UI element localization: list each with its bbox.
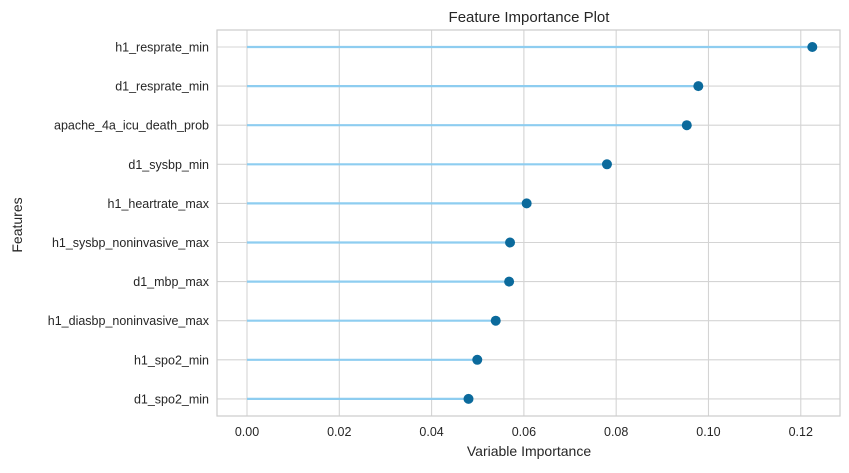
x-axis-title: Variable Importance	[467, 443, 591, 459]
importance-point	[807, 42, 818, 52]
y-tick-label: h1_spo2_min	[134, 353, 209, 367]
x-tick-label: 0.00	[235, 425, 259, 439]
markers-group	[463, 42, 818, 404]
x-tick-label: 0.04	[419, 425, 443, 439]
chart-title: Feature Importance Plot	[449, 9, 611, 26]
labels-group: 0.00 0.02 0.04 0.06 0.08 0.10 0.12 h1_resprate_…	[48, 41, 813, 440]
y-tick-label: d1_resprate_min	[115, 80, 209, 94]
y-tick-label: apache_4a_icu_death_prob	[54, 119, 209, 133]
y-tick-label: h1_sysbp_noninvasive_max	[52, 236, 210, 250]
y-tick-label: h1_heartrate_max	[108, 197, 210, 211]
x-tick-label: 0.12	[789, 425, 813, 439]
importance-point	[505, 237, 516, 248]
y-tick-label: h1_resprate_min	[115, 41, 209, 55]
importance-point	[521, 198, 532, 209]
importance-point	[504, 276, 515, 287]
importance-point	[490, 315, 501, 326]
importance-point	[601, 159, 612, 170]
importance-point	[472, 354, 483, 365]
y-tick-label: d1_sysbp_min	[128, 158, 209, 172]
stems-group	[246, 45, 813, 400]
x-tick-label: 0.02	[327, 425, 351, 439]
plot-frame	[216, 29, 841, 417]
x-tick-label: 0.06	[512, 425, 536, 439]
x-tick-label: 0.08	[604, 425, 628, 439]
x-tick-label: 0.10	[696, 425, 720, 439]
grid-group	[216, 29, 841, 417]
y-axis-title: Features	[9, 197, 25, 252]
importance-point	[463, 393, 474, 404]
importance-point	[693, 81, 704, 92]
y-tick-label: h1_diasbp_noninvasive_max	[48, 314, 210, 328]
importance-point	[681, 120, 692, 131]
y-tick-label: d1_mbp_max	[133, 275, 209, 289]
y-tick-label: d1_spo2_min	[134, 392, 209, 406]
